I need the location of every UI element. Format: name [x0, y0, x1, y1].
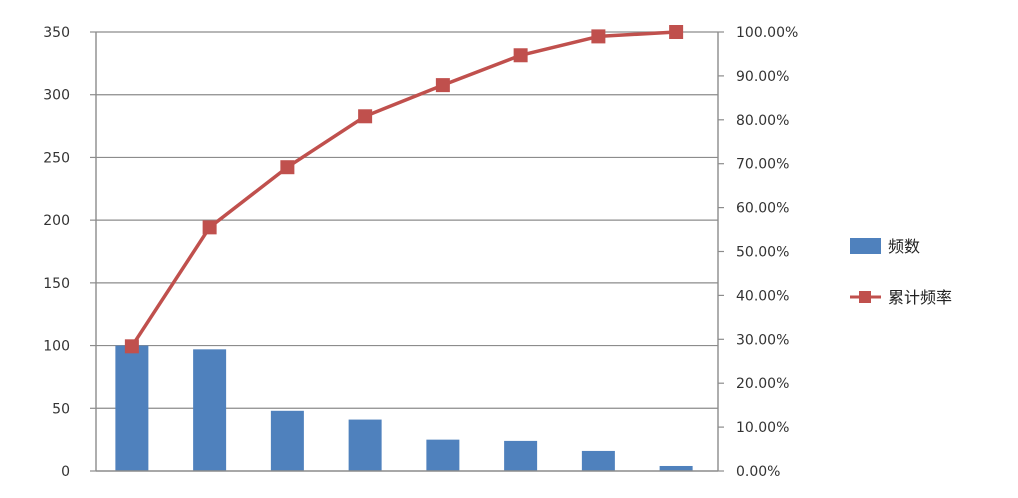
right-tick-label: 70.00%	[736, 157, 789, 173]
left-axis-ticks: 0 50 100 150 200 250 300 350	[43, 25, 96, 480]
left-tick-label: 300	[43, 88, 70, 104]
left-tick-label: 200	[43, 213, 70, 229]
right-tick-label: 0.00%	[736, 464, 780, 480]
line-series	[124, 25, 684, 354]
right-tick-label: 20.00%	[736, 376, 789, 392]
left-tick-label: 100	[43, 339, 70, 355]
right-tick-label: 50.00%	[736, 245, 789, 261]
legend-bar-swatch	[850, 238, 881, 254]
right-tick-label: 10.00%	[736, 420, 789, 436]
right-tick-label: 80.00%	[736, 113, 789, 129]
right-axis-ticks: 0.00% 10.00% 20.00% 30.00% 40.00% 50.00% 60.00…	[718, 25, 798, 480]
bar	[193, 349, 227, 471]
legend-label-bar: 频数	[888, 237, 920, 256]
bar	[581, 450, 615, 471]
line-point	[669, 25, 684, 39]
bar	[115, 345, 149, 471]
line-point	[280, 160, 295, 175]
bar	[270, 410, 304, 471]
left-tick-label: 150	[43, 276, 70, 292]
bar	[504, 440, 538, 471]
right-tick-label: 40.00%	[736, 288, 789, 304]
gridlines	[96, 31, 718, 409]
bar	[348, 419, 382, 471]
bar-series	[115, 345, 693, 471]
right-tick-label: 100.00%	[736, 25, 798, 41]
right-tick-label: 90.00%	[736, 69, 789, 85]
right-tick-label: 30.00%	[736, 332, 789, 348]
bar	[659, 465, 693, 471]
right-tick-label: 60.00%	[736, 201, 789, 217]
legend-line-marker	[859, 291, 871, 303]
left-tick-label: 250	[43, 150, 70, 166]
line-point	[591, 29, 606, 44]
left-tick-label: 350	[43, 25, 70, 41]
line-point	[202, 220, 217, 235]
line-point	[358, 109, 373, 124]
left-tick-label: 0	[61, 464, 70, 480]
left-tick-label: 50	[52, 401, 70, 417]
line-point	[124, 339, 139, 354]
bar	[426, 439, 460, 471]
line-point	[513, 48, 528, 63]
cumulative-line	[130, 30, 677, 348]
line-point	[435, 78, 450, 93]
legend-label-line: 累计频率	[888, 288, 952, 307]
